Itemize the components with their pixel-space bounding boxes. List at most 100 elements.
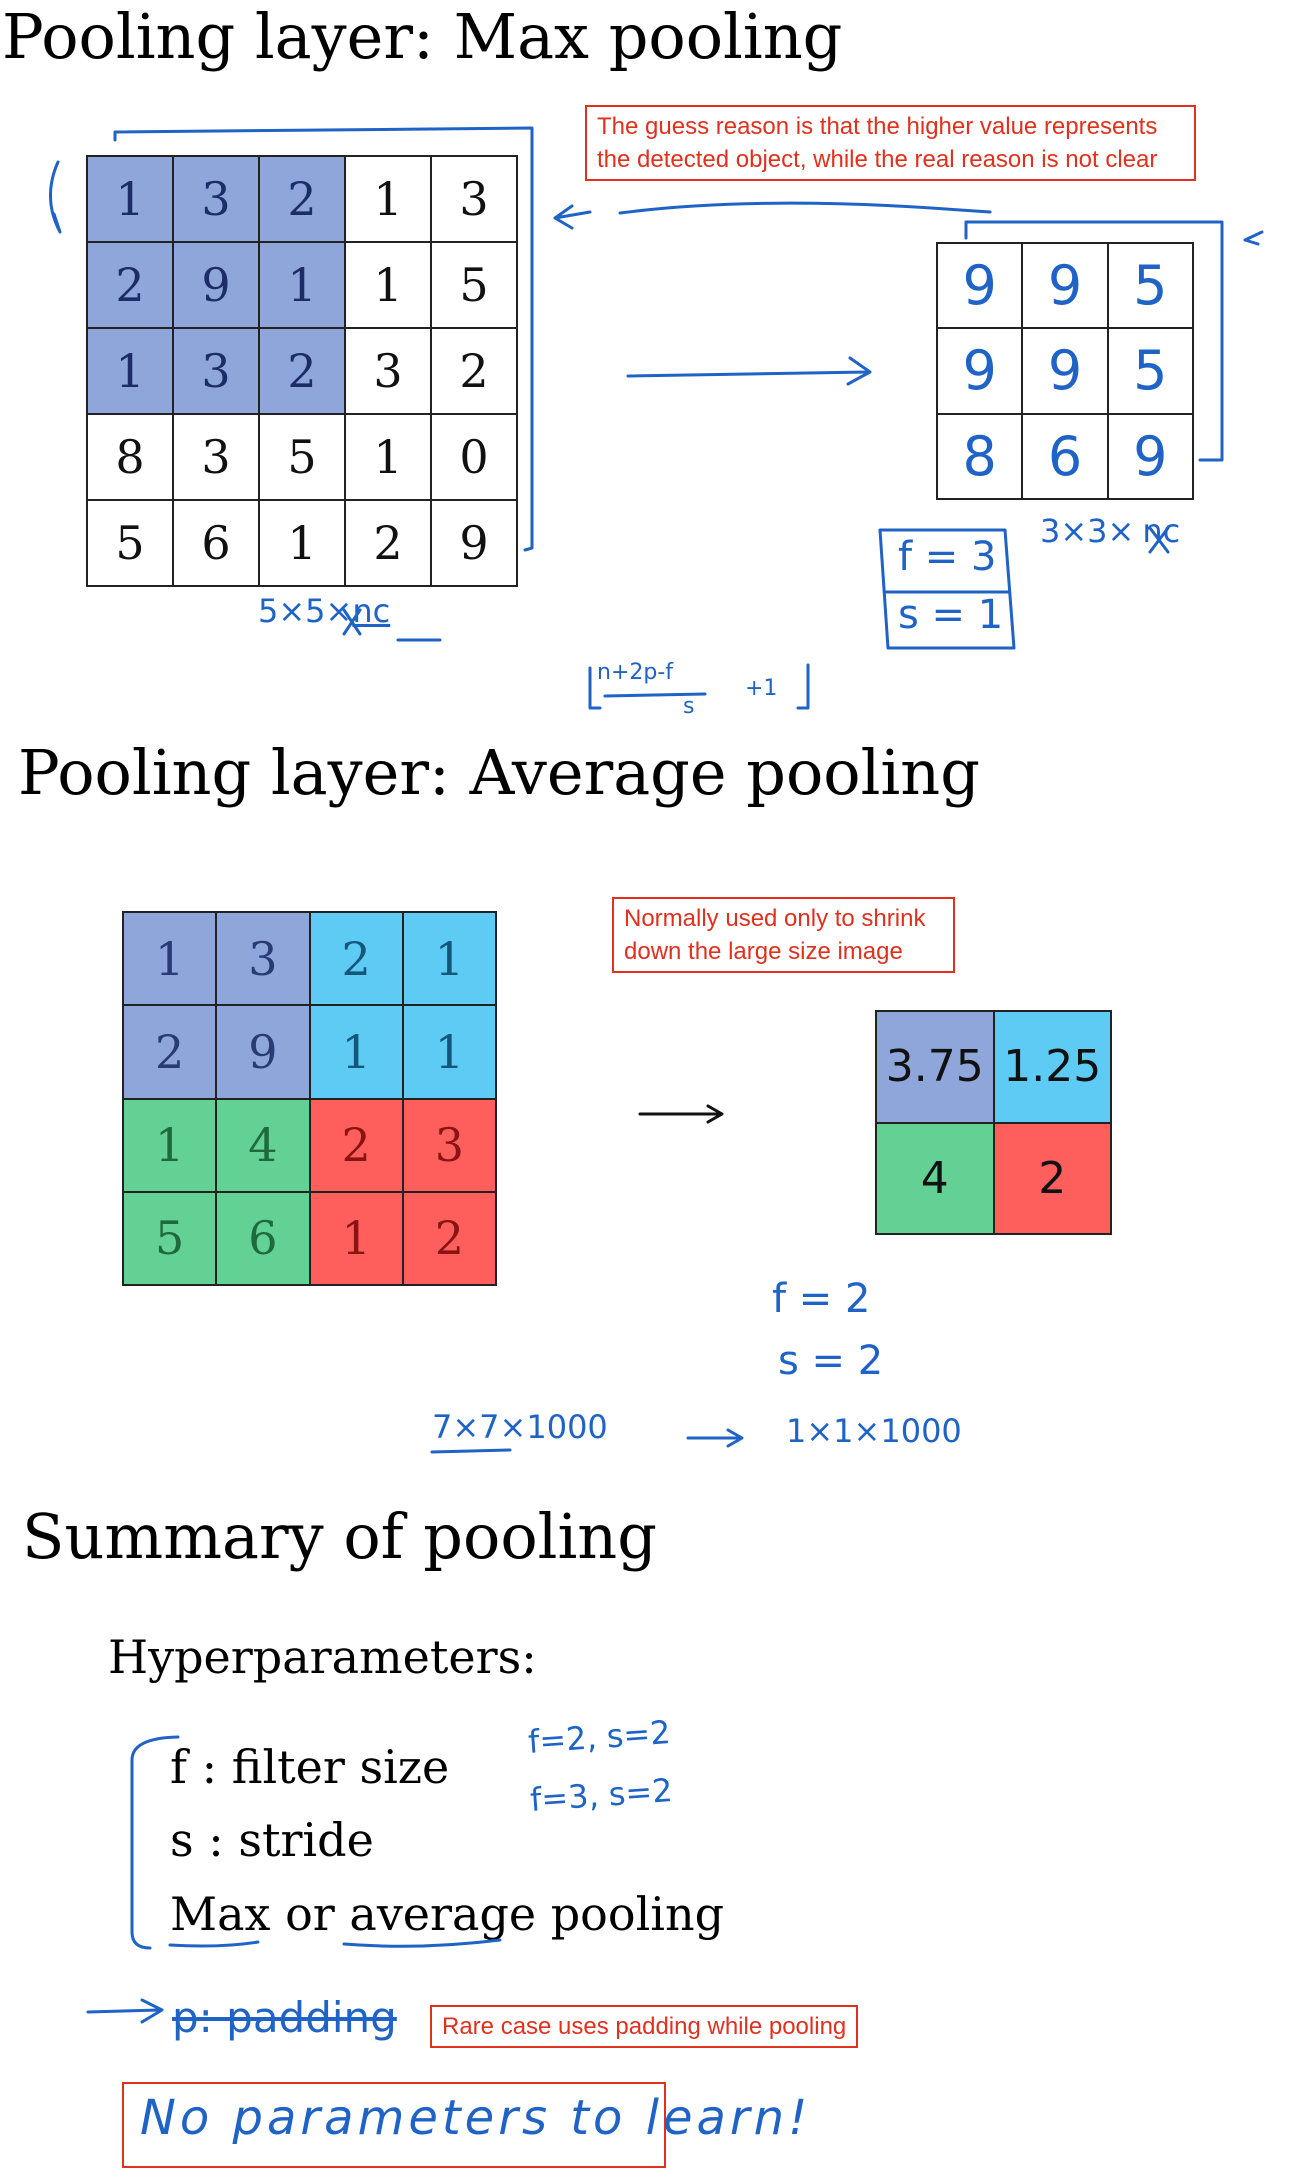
example-arrow-icon <box>686 1428 744 1448</box>
grid-cell: 6 <box>215 1190 311 1287</box>
no-parameters-box <box>122 2082 666 2168</box>
grid-cell: 1 <box>121 1097 218 1193</box>
grid-cell: 9 <box>172 241 260 329</box>
grid-cell: 2 <box>258 327 346 415</box>
max-pooling-f: f = 3 <box>898 534 997 580</box>
input-dim-strike <box>342 608 362 636</box>
main-arrow-icon <box>626 356 872 386</box>
output-dim-strike <box>1148 526 1170 554</box>
avg-arrow-icon <box>638 1104 724 1124</box>
average-pooling-output-grid: 3.75 1.25 4 2 <box>875 1010 1112 1235</box>
grid-cell: 9 <box>1021 241 1109 330</box>
summary-bracket-stroke <box>130 1735 180 1950</box>
grid-cell: 4 <box>215 1097 311 1193</box>
grid-cell: 5 <box>1106 327 1195 415</box>
grid-cell: 1 <box>344 241 432 329</box>
sliding-window-icon <box>48 160 62 234</box>
arrow-to-output-icon <box>1243 230 1264 246</box>
grid-cell: 1 <box>344 155 432 243</box>
grid-cell: 2 <box>430 327 518 415</box>
hyperparam-stride: s : stride <box>170 1813 374 1867</box>
grid-cell: 3 <box>215 910 311 1007</box>
max-pooling-s: s = 1 <box>898 592 1004 638</box>
grid-cell: 2 <box>258 155 346 243</box>
average-pooling-f: f = 2 <box>772 1276 871 1322</box>
grid-cell: 4 <box>875 1121 995 1235</box>
grid-cell: 1.25 <box>992 1010 1112 1124</box>
grid-cell: 6 <box>1021 412 1109 501</box>
grid-cell: 1 <box>401 910 498 1007</box>
grid-cell: 2 <box>308 910 404 1007</box>
summary-title: Summary of pooling <box>22 1500 657 1573</box>
grid-cell: 2 <box>121 1004 218 1100</box>
grid-cell: 1 <box>121 910 218 1007</box>
padding-note: Rare case uses padding while pooling <box>430 2005 859 2048</box>
grid-cell: 1 <box>308 1004 404 1100</box>
output-dims-label: 3×3× nc <box>1040 512 1181 550</box>
grid-row: 3.75 1.25 <box>875 1010 1112 1124</box>
padding-struck-text: p: padding <box>172 1993 397 2042</box>
grid-cell: 8 <box>86 413 174 501</box>
grid-cell: 6 <box>172 499 260 587</box>
grid-cell: 9 <box>1021 327 1109 415</box>
output-bracket-stroke <box>964 220 1224 462</box>
grid-cell: 5 <box>121 1190 218 1287</box>
formula-floor-stroke <box>588 663 810 710</box>
average-underline <box>342 1938 502 1948</box>
grid-cell: 5 <box>430 241 518 329</box>
grid-cell: 2 <box>344 499 432 587</box>
example-output-size: 1×1×1000 <box>786 1412 962 1450</box>
max-pooling-note: The guess reason is that the higher valu… <box>585 105 1196 181</box>
hyperparameters-label: Hyperparameters: <box>108 1630 537 1684</box>
grid-cell: 1 <box>258 241 346 329</box>
grid-cell: 1 <box>308 1190 404 1287</box>
grid-cell: 3.75 <box>875 1010 995 1124</box>
example-input-size: 7×7×1000 <box>432 1408 608 1446</box>
grid-cell: 9 <box>935 327 1024 415</box>
grid-cell: 2 <box>308 1097 404 1193</box>
grid-cell: 3 <box>344 327 432 415</box>
input-bracket-stroke <box>113 126 534 552</box>
grid-cell: 1 <box>86 327 174 415</box>
grid-cell: 0 <box>430 413 518 501</box>
average-pooling-note: Normally used only to shrink down the la… <box>612 897 955 973</box>
grid-cell: 9 <box>935 241 1024 330</box>
average-pooling-s: s = 2 <box>778 1338 884 1384</box>
grid-cell: 9 <box>430 499 518 587</box>
hyperparam-pooling-type: Max or average pooling <box>170 1887 725 1941</box>
example-underline <box>430 1448 512 1454</box>
max-pooling-title: Pooling layer: Max pooling <box>2 0 843 73</box>
grid-cell: 3 <box>172 327 260 415</box>
grid-cell: 1 <box>344 413 432 501</box>
output-size-formula: n+2p-f s +1 <box>597 660 778 719</box>
grid-cell: 2 <box>401 1190 498 1287</box>
grid-cell: 3 <box>172 413 260 501</box>
arrow-to-input-icon <box>553 204 592 230</box>
grid-cell: 3 <box>172 155 260 243</box>
grid-cell: 3 <box>430 155 518 243</box>
grid-cell: 1 <box>86 155 174 243</box>
hyperparam-filter-size: f : filter size <box>170 1740 450 1794</box>
padding-arrow-icon <box>86 1998 164 2024</box>
max-underline <box>168 1940 260 1948</box>
no-parameters-text: No parameters to learn! <box>140 2090 812 2146</box>
connector-stroke <box>618 201 992 215</box>
grid-cell: 3 <box>401 1097 498 1193</box>
grid-cell: 1 <box>258 499 346 587</box>
